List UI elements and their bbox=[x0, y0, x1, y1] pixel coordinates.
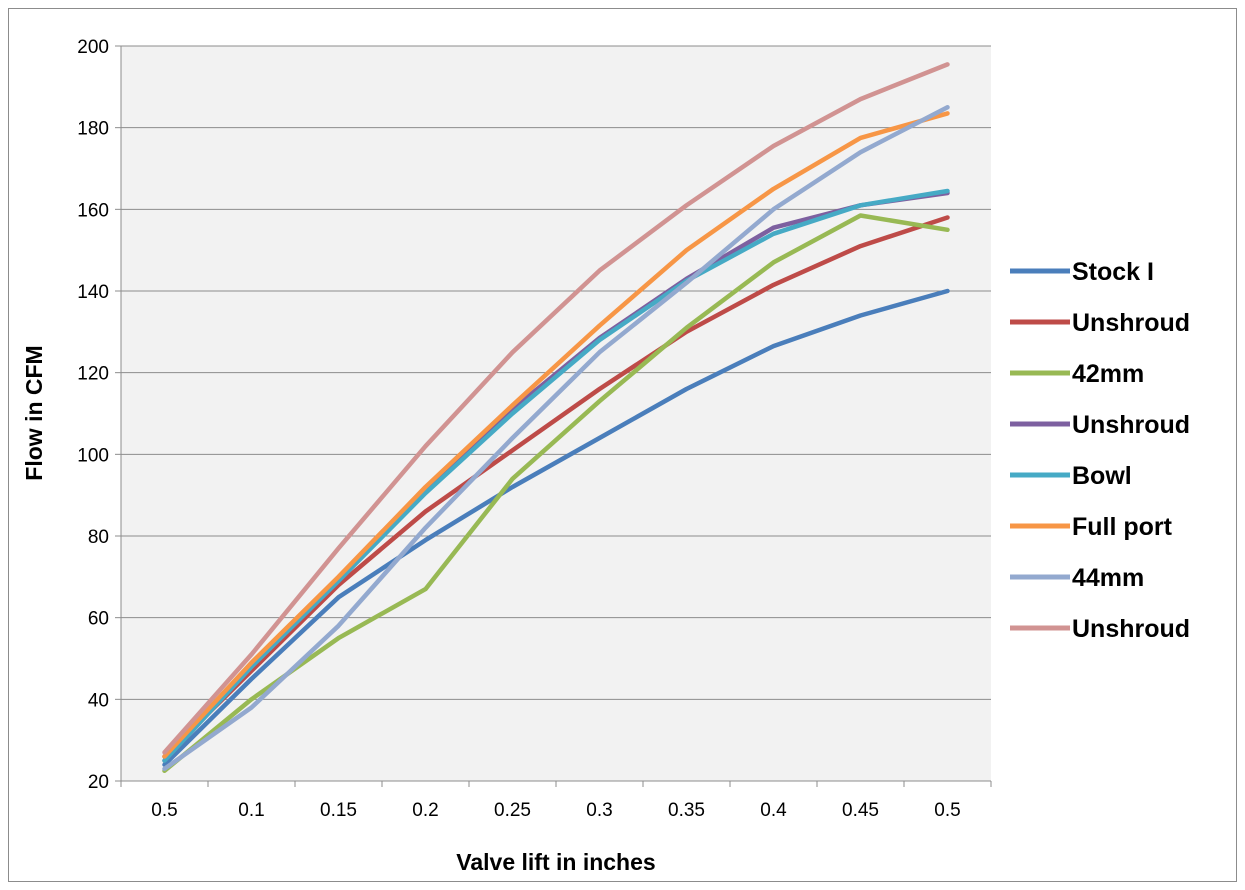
legend-item: Bowl bbox=[1010, 462, 1132, 490]
y-tick-label: 160 bbox=[77, 200, 109, 221]
y-tick-label: 40 bbox=[88, 690, 109, 711]
x-tick-label: 0.5 bbox=[934, 800, 960, 821]
y-tick-label: 60 bbox=[88, 609, 109, 630]
series-line-1 bbox=[162, 288, 950, 767]
legend-label: Bowl bbox=[1072, 462, 1132, 490]
x-tick-label: 0.1 bbox=[238, 800, 264, 821]
x-tick-label: 0.5 bbox=[151, 800, 177, 821]
y-axis-title: Flow in CFM bbox=[21, 345, 47, 480]
x-tick-label: 0.15 bbox=[320, 800, 357, 821]
x-axis-ticks: 0.5 0.1 0.15 0.2 0.25 0.3 0.35 0.4 0.45 0.5 bbox=[120, 46, 992, 821]
y-tick-label: 100 bbox=[77, 445, 109, 466]
legend-item: Stock I bbox=[1010, 258, 1154, 286]
x-tick-label: 0.35 bbox=[668, 800, 705, 821]
legend-label: Full port bbox=[1072, 513, 1173, 541]
series-line-5 bbox=[162, 188, 950, 763]
legend-label: Unshroud bbox=[1072, 615, 1190, 643]
legend-item: 42mm bbox=[1010, 360, 1144, 388]
legend-item: Full port bbox=[1010, 513, 1173, 541]
series-line-7 bbox=[162, 105, 950, 772]
legend-label: Unshroud bbox=[1072, 309, 1190, 337]
y-tick-label: 180 bbox=[77, 119, 109, 140]
legend-item: Unshroud bbox=[1010, 411, 1190, 439]
y-tick-label: 200 bbox=[77, 37, 109, 58]
legend-label: Stock I bbox=[1072, 258, 1154, 286]
x-tick-label: 0.25 bbox=[494, 800, 531, 821]
y-tick-label: 140 bbox=[77, 282, 109, 303]
legend-label: 42mm bbox=[1072, 360, 1144, 388]
legend-label: 44mm bbox=[1072, 564, 1144, 592]
legend-item: 44mm bbox=[1010, 564, 1144, 592]
x-axis-title: Valve lift in inches bbox=[456, 849, 655, 875]
x-tick-label: 0.4 bbox=[760, 800, 787, 821]
x-tick-label: 0.45 bbox=[842, 800, 879, 821]
legend-item: Unshroud bbox=[1010, 615, 1190, 643]
y-tick-label: 80 bbox=[88, 527, 109, 548]
y-axis-ticks: 20 40 60 80 100 120 140 160 180 200 bbox=[77, 37, 121, 793]
legend-item: Unshroud bbox=[1010, 309, 1190, 337]
x-tick-label: 0.2 bbox=[412, 800, 438, 821]
y-tick-label: 120 bbox=[77, 364, 109, 385]
series-lines bbox=[162, 62, 950, 774]
series-line-8 bbox=[162, 62, 950, 755]
legend: Stock I Unshroud 42mm Unshroud Bowl Full port… bbox=[1010, 258, 1190, 643]
y-tick-label: 20 bbox=[88, 772, 109, 793]
legend-label: Unshroud bbox=[1072, 411, 1190, 439]
series-line-6 bbox=[162, 111, 950, 759]
x-tick-label: 0.3 bbox=[586, 800, 612, 821]
series-line-2 bbox=[162, 215, 950, 759]
